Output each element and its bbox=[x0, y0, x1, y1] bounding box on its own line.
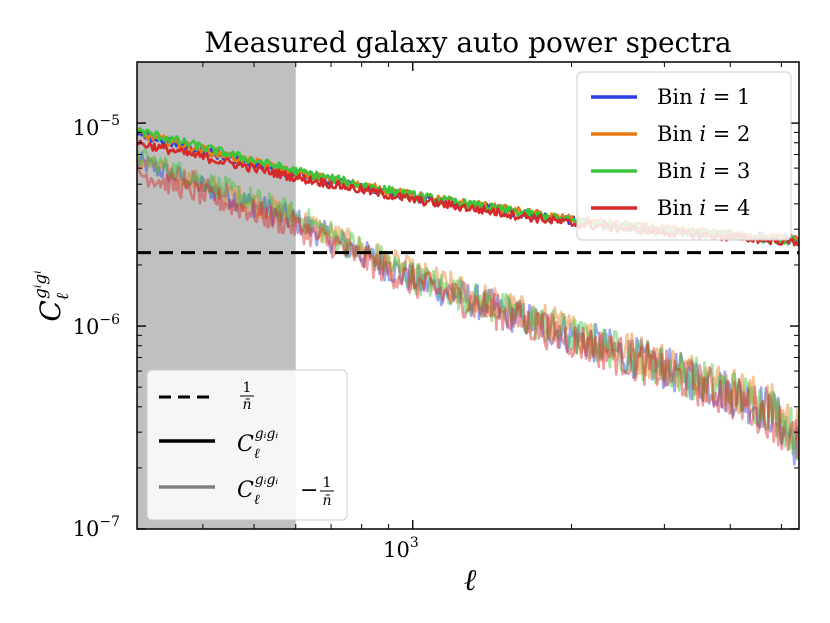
legend-entry-total: Cℓgᵢgᵢ bbox=[159, 426, 278, 462]
series-bin-3-minus-noise bbox=[137, 147, 799, 461]
y-tick-label-1e-7: 10−7 bbox=[73, 514, 120, 541]
svg-text:Bin i = 2: Bin i = 2 bbox=[657, 122, 750, 146]
y-axis-label: Cℓgⁱgⁱ bbox=[31, 270, 73, 321]
svg-text:1: 1 bbox=[323, 475, 332, 491]
legend-entry-shot-noise: 1 n̄ bbox=[159, 380, 254, 413]
svg-text:Cℓgᵢgᵢ: Cℓgᵢgᵢ bbox=[237, 426, 278, 462]
svg-text:Bin i = 3: Bin i = 3 bbox=[657, 159, 750, 183]
series-bin-4-minus-noise bbox=[137, 164, 799, 460]
legend-entry-bin-3: Bin i = 3 bbox=[591, 159, 750, 183]
svg-text:103: 103 bbox=[383, 535, 419, 562]
series-bin-2-minus-noise bbox=[137, 152, 799, 450]
series-bin-1-minus-noise bbox=[137, 151, 799, 466]
legend-entry-total-minus-noise: Cℓgᵢgᵢ − 1 n̄ bbox=[159, 472, 334, 509]
svg-text:Bin i = 4: Bin i = 4 bbox=[657, 196, 750, 220]
svg-text:n̄: n̄ bbox=[242, 397, 251, 413]
svg-text:Bin i = 1: Bin i = 1 bbox=[657, 85, 750, 109]
legend-bins: Bin i = 1 Bin i = 2 Bin i = 3 Bin i = 4 bbox=[576, 71, 792, 241]
svg-text:10−7: 10−7 bbox=[73, 514, 120, 541]
y-tick-label-1e-6: 10−6 bbox=[73, 312, 120, 339]
svg-text:Cℓgⁱgⁱ: Cℓgⁱgⁱ bbox=[31, 270, 73, 321]
svg-text:10−6: 10−6 bbox=[73, 312, 120, 339]
x-axis-label: ℓ bbox=[464, 563, 477, 598]
svg-text:n̄: n̄ bbox=[322, 493, 331, 509]
legend-styles: 1 n̄ Cℓgᵢgᵢ Cℓgᵢgᵢ − 1 n̄ bbox=[146, 369, 348, 521]
legend-entry-bin-2: Bin i = 2 bbox=[591, 122, 750, 146]
svg-text:−: − bbox=[300, 478, 318, 503]
plot-frame bbox=[136, 61, 800, 530]
y-tick-label-1e-5: 10−5 bbox=[73, 113, 120, 140]
svg-text:10−5: 10−5 bbox=[73, 113, 120, 140]
x-tick-label-1e3: 103 bbox=[383, 535, 419, 562]
svg-text:1: 1 bbox=[243, 380, 252, 396]
legend-entry-bin-1: Bin i = 1 bbox=[591, 85, 750, 109]
chart-title: Measured galaxy auto power spectra bbox=[204, 26, 731, 59]
legend-entry-bin-4: Bin i = 4 bbox=[591, 196, 750, 220]
svg-text:Cℓgᵢgᵢ: Cℓgᵢgᵢ bbox=[237, 472, 278, 508]
